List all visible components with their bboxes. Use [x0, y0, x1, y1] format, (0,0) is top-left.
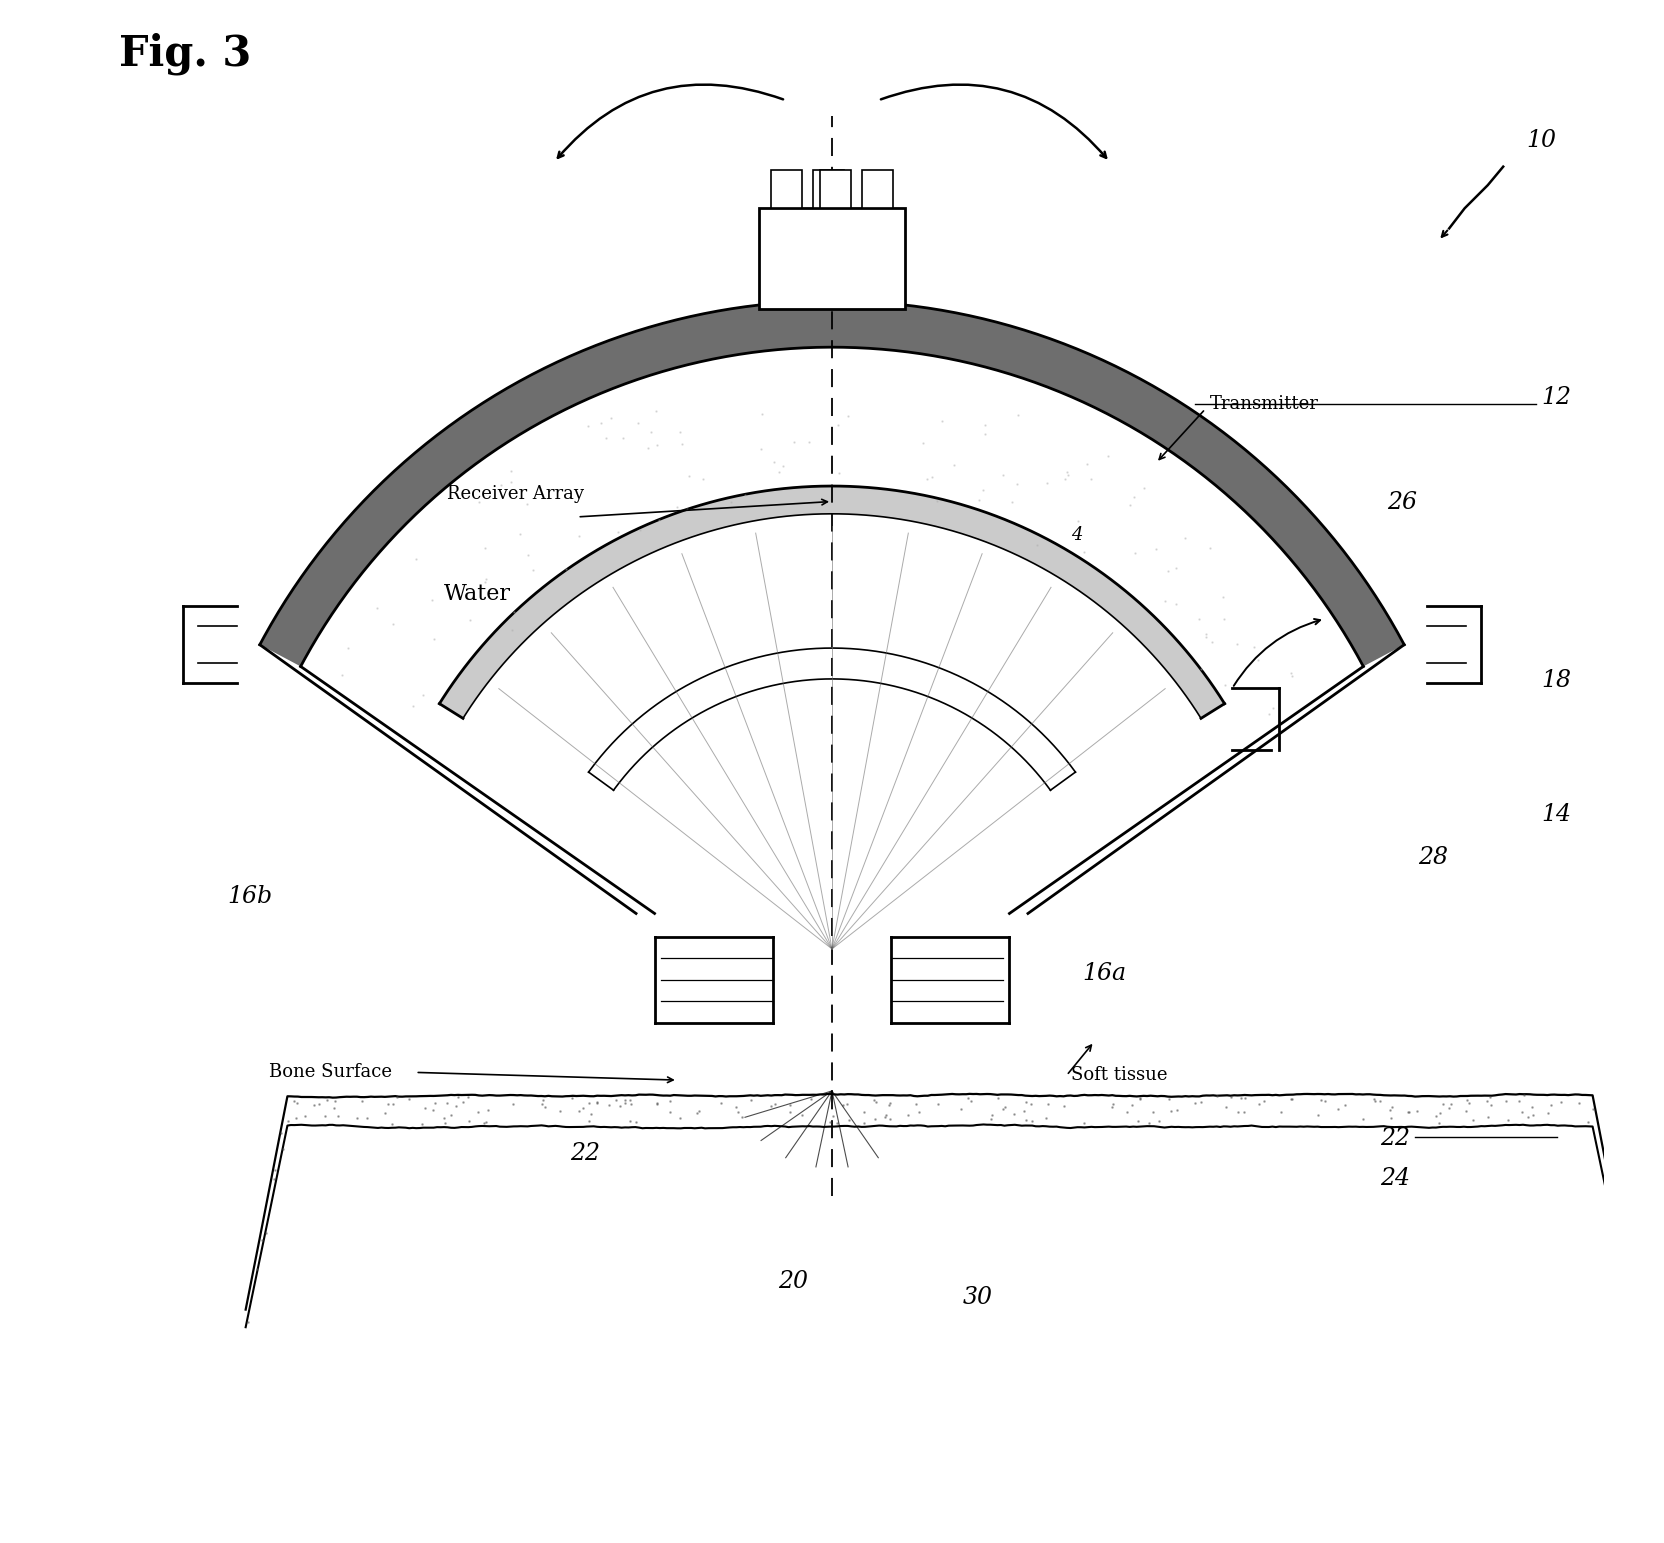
Text: 26: 26 — [1388, 491, 1418, 514]
Bar — [759, 208, 905, 309]
Text: 4: 4 — [1072, 526, 1083, 545]
Bar — [770, 170, 802, 208]
Bar — [862, 170, 894, 208]
Polygon shape — [439, 486, 1225, 719]
Text: N: N — [852, 248, 869, 267]
Text: 24: 24 — [1379, 1167, 1409, 1190]
Text: 16b: 16b — [228, 884, 273, 907]
Text: Water: Water — [444, 583, 511, 605]
Text: 12: 12 — [1543, 386, 1572, 409]
Text: 16a: 16a — [1082, 961, 1127, 984]
Polygon shape — [260, 301, 1404, 667]
Text: 28: 28 — [1418, 846, 1448, 869]
Bar — [812, 170, 844, 208]
Text: Transmitter: Transmitter — [1210, 395, 1320, 414]
Text: 22: 22 — [1379, 1126, 1409, 1150]
Text: 22: 22 — [569, 1142, 599, 1165]
Text: 20: 20 — [779, 1270, 809, 1293]
Text: Soft tissue: Soft tissue — [1072, 1066, 1168, 1085]
Text: 14: 14 — [1543, 802, 1572, 826]
Text: Bone Surface: Bone Surface — [270, 1063, 391, 1082]
Bar — [820, 170, 852, 208]
Text: 10: 10 — [1526, 128, 1556, 151]
Text: Receiver Array: Receiver Array — [448, 485, 584, 503]
Text: Fig. 3: Fig. 3 — [120, 32, 251, 76]
Text: 30: 30 — [963, 1285, 993, 1308]
Text: 18: 18 — [1543, 668, 1572, 691]
